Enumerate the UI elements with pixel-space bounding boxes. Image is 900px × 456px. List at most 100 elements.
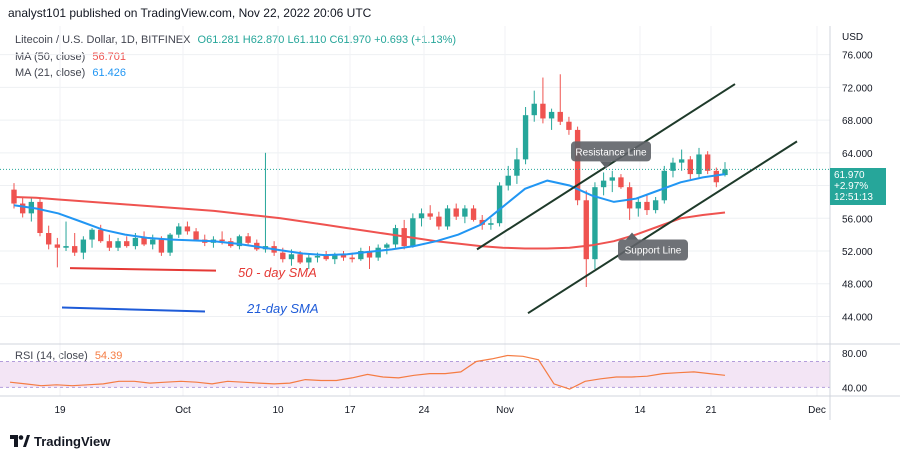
candle-body [332, 254, 338, 260]
price-tick-label: 52.000 [842, 247, 873, 258]
candle [358, 247, 364, 261]
candle-body [19, 203, 26, 214]
rsi-tick-label: 80.00 [842, 349, 867, 360]
support-callout: Support Line [618, 232, 688, 261]
candle-body [626, 187, 633, 209]
candle-body [592, 187, 598, 260]
ma21-marker-line [61, 306, 206, 313]
candle [306, 254, 312, 269]
badge-price: 61.970 [834, 170, 865, 181]
candle [652, 197, 659, 214]
candle [366, 246, 373, 269]
candle-body [410, 218, 416, 247]
candle-body [306, 257, 312, 263]
candle [522, 107, 529, 165]
candle [514, 147, 520, 184]
candle-body [280, 252, 286, 260]
date-tick-label: 21 [705, 405, 717, 416]
candle-body [609, 177, 615, 181]
candle-body [184, 226, 191, 232]
candle [488, 218, 494, 230]
ma-layer [0, 168, 830, 390]
legend-ma21-label[interactable]: MA (21, close) [15, 67, 86, 79]
candle-body [557, 111, 563, 122]
candle [713, 167, 720, 188]
candle [254, 239, 260, 251]
candle-body [176, 226, 182, 235]
candle [340, 251, 347, 261]
date-tick-label: 24 [418, 405, 430, 416]
candle [609, 170, 615, 193]
candle-body [37, 201, 43, 233]
legend-ma50-label[interactable]: MA (50, close) [15, 51, 86, 63]
candle-body [150, 239, 156, 245]
candle [678, 149, 685, 171]
candle-body [236, 236, 243, 247]
legend-rsi-value: 54.39 [94, 350, 123, 362]
candle-body [297, 254, 303, 263]
candle [557, 74, 563, 125]
footer-logo[interactable]: TradingView [10, 431, 110, 451]
candle [436, 211, 442, 230]
candle-body [574, 129, 581, 201]
legend-rsi-label[interactable]: RSI (14, close) [15, 350, 88, 362]
candle [626, 182, 633, 220]
legend-symbol-row[interactable]: Litecoin / U.S. Dollar, 1D, BITFINEX O61… [15, 34, 456, 46]
price-tick-label: 72.000 [842, 83, 873, 94]
legend-symbol[interactable]: Litecoin / U.S. Dollar, 1D, BITFINEX [15, 34, 191, 46]
candle-body [514, 159, 520, 176]
candle-body [45, 233, 52, 245]
candle [418, 208, 425, 227]
candle-body [548, 111, 555, 119]
candle [45, 225, 52, 250]
support-trendline [527, 140, 798, 315]
candle [548, 108, 555, 130]
date-tick-label: 19 [54, 405, 66, 416]
candle [11, 183, 17, 209]
legend-high: H62.870 [242, 34, 285, 46]
candle-body [349, 257, 355, 260]
legend-rsi-row[interactable]: RSI (14, close) 54.39 [15, 350, 122, 362]
candle [401, 219, 407, 250]
candle-body [670, 162, 676, 171]
candle [583, 190, 589, 287]
price-tick-label: 48.000 [842, 280, 873, 291]
price-tick-label: 68.000 [842, 116, 873, 127]
support-callout-label: Support Line [625, 246, 682, 257]
candle-body [115, 241, 121, 248]
date-tick-label: 14 [634, 405, 646, 416]
legend-open: O61.281 [197, 34, 240, 46]
chart-canvas[interactable]: 50 - day SMA 21-day SMA Resistance Line Sup… [0, 26, 900, 431]
candle [80, 236, 87, 260]
candle [236, 234, 243, 250]
candle-body [98, 229, 104, 242]
candle [176, 223, 182, 238]
candle [453, 203, 459, 220]
candle [531, 90, 537, 122]
candle-body [600, 180, 607, 188]
candle-body [444, 208, 451, 227]
candle-body [323, 255, 329, 260]
candle [375, 244, 381, 261]
candle-body [63, 246, 69, 248]
candle-body [392, 228, 399, 245]
candle-body [696, 154, 702, 175]
candle [687, 156, 694, 179]
candle-body [678, 159, 685, 163]
candle-body [54, 244, 61, 248]
candle-body [132, 237, 139, 247]
candle-body [366, 251, 373, 258]
candle-body [470, 208, 477, 220]
candle-body [531, 103, 537, 116]
candle-body [11, 189, 17, 204]
candle-body [167, 234, 173, 253]
price-tick-label: 64.000 [842, 149, 873, 160]
candle-body [652, 200, 659, 211]
candle [392, 224, 399, 248]
price-tick-label: 76.000 [842, 51, 873, 62]
legend-ma21-row[interactable]: MA (21, close) 61.426 [15, 67, 126, 79]
legend-change: +0.693 (+1.13%) [374, 34, 457, 46]
candle [644, 195, 650, 215]
candle [89, 228, 95, 248]
legend-ma50-row[interactable]: MA (50, close) 56.701 [15, 51, 126, 63]
